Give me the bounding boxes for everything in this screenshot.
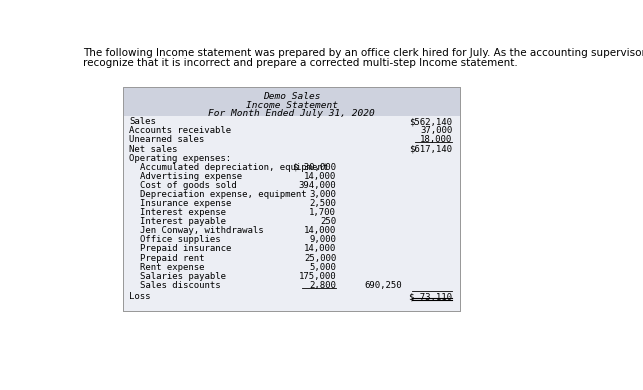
Text: Loss: Loss [129,292,150,301]
Text: Advertising expense: Advertising expense [140,172,242,181]
Text: 394,000: 394,000 [298,181,336,190]
Text: Prepaid insurance: Prepaid insurance [140,245,231,254]
Text: $562,140: $562,140 [410,117,453,126]
Text: 14,000: 14,000 [304,245,336,254]
Text: $ 73,110: $ 73,110 [410,292,453,301]
Text: Unearned sales: Unearned sales [129,135,204,144]
Text: $617,140: $617,140 [410,145,453,154]
Text: The following Income statement was prepared by an office clerk hired for July. A: The following Income statement was prepa… [84,48,643,58]
Text: Interest payable: Interest payable [140,217,226,226]
Text: Interest expense: Interest expense [140,208,226,217]
Text: Accumulated depreciation, equipment: Accumulated depreciation, equipment [140,163,328,172]
Text: 14,000: 14,000 [304,226,336,235]
Text: For Month Ended July 31, 2020: For Month Ended July 31, 2020 [208,109,375,118]
Text: Depreciation expense, equipment: Depreciation expense, equipment [140,190,307,199]
Text: Jen Conway, withdrawals: Jen Conway, withdrawals [140,226,264,235]
Text: Office supplies: Office supplies [140,236,221,245]
Text: 9,000: 9,000 [309,236,336,245]
Text: 18,000: 18,000 [420,135,453,144]
Bar [123,87,460,116]
Text: Rent expense: Rent expense [140,262,204,271]
Text: Insurance expense: Insurance expense [140,199,231,208]
Text: 2,500: 2,500 [309,199,336,208]
Text: 3,000: 3,000 [309,190,336,199]
Text: Cost of goods sold: Cost of goods sold [140,181,237,190]
Bar [123,87,460,311]
Text: Demo Sales: Demo Sales [263,92,320,101]
Text: Sales: Sales [129,117,156,126]
Text: Income Statement: Income Statement [246,101,338,110]
Text: 14,000: 14,000 [304,172,336,181]
Text: 37,000: 37,000 [420,126,453,135]
Text: 5,000: 5,000 [309,262,336,271]
Text: 250: 250 [320,217,336,226]
Text: Prepaid rent: Prepaid rent [140,254,204,262]
Text: Operating expenses:: Operating expenses: [129,154,231,163]
Text: Accounts receivable: Accounts receivable [129,126,231,135]
Bar [123,87,460,311]
Text: 25,000: 25,000 [304,254,336,262]
Text: Sales discounts: Sales discounts [140,281,221,290]
Text: 2,800: 2,800 [309,281,336,290]
Text: Salaries payable: Salaries payable [140,272,226,281]
Text: recognize that it is incorrect and prepare a corrected multi-step Income stateme: recognize that it is incorrect and prepa… [84,58,518,67]
Text: 175,000: 175,000 [298,272,336,281]
Text: $ 30,000: $ 30,000 [293,163,336,172]
Text: 690,250: 690,250 [365,281,402,290]
Text: 1,700: 1,700 [309,208,336,217]
Text: Net sales: Net sales [129,145,177,154]
